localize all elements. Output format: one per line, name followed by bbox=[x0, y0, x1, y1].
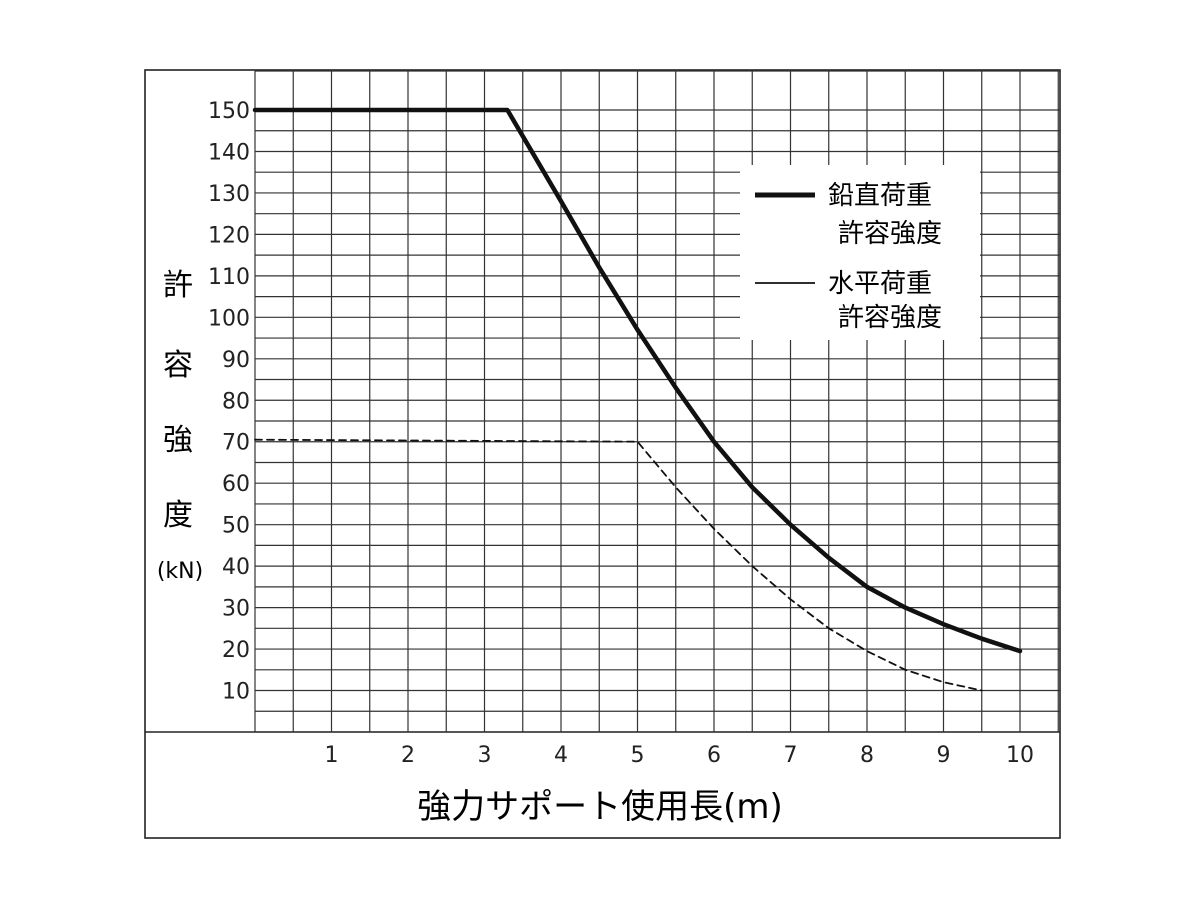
x-ticks: 1 2 3 4 5 6 7 8 9 10 bbox=[325, 743, 1035, 768]
y-axis-label-char: 容 bbox=[163, 348, 193, 383]
y-tick-label: 70 bbox=[222, 431, 250, 456]
y-tick-label: 40 bbox=[222, 555, 250, 580]
series-line-horizontal-load bbox=[254, 438, 983, 692]
x-tick-label: 8 bbox=[860, 743, 874, 768]
x-axis-label: 強力サポート使用長(m) bbox=[417, 787, 783, 827]
y-tick-label: 10 bbox=[222, 680, 250, 705]
y-axis-label-char: 強 bbox=[163, 423, 193, 458]
y-axis-label: 許 容 強 度 (kN) bbox=[157, 268, 203, 584]
x-tick-label: 4 bbox=[554, 743, 568, 768]
y-tick-label: 120 bbox=[208, 223, 250, 248]
x-tick-label: 3 bbox=[478, 743, 492, 768]
series-line-vertical-load bbox=[252, 107, 1023, 654]
y-tick-label: 90 bbox=[222, 348, 250, 373]
series-group bbox=[252, 107, 1023, 692]
legend-label-line: 許容強度 bbox=[838, 219, 942, 249]
legend-label-line: 鉛直荷重 bbox=[828, 181, 932, 211]
y-tick-label: 60 bbox=[222, 472, 250, 497]
legend: 鉛直荷重 許容強度 水平荷重 許容強度 bbox=[740, 165, 980, 340]
y-tick-label: 150 bbox=[208, 99, 250, 124]
y-axis-label-char: 許 bbox=[163, 268, 193, 303]
grid bbox=[254, 70, 1060, 733]
x-tick-label: 10 bbox=[1006, 743, 1034, 768]
y-axis-unit: (kN) bbox=[157, 559, 203, 584]
x-tick-label: 6 bbox=[707, 743, 721, 768]
y-tick-label: 30 bbox=[222, 597, 250, 622]
outer-frame bbox=[144, 69, 1061, 839]
y-tick-label: 110 bbox=[208, 265, 250, 290]
y-axis-label-char: 度 bbox=[163, 498, 193, 533]
x-tick-label: 7 bbox=[784, 743, 798, 768]
legend-label-line: 水平荷重 bbox=[828, 269, 932, 299]
y-tick-label: 20 bbox=[222, 638, 250, 663]
y-tick-label: 140 bbox=[208, 140, 250, 165]
y-tick-label: 50 bbox=[222, 514, 250, 539]
x-tick-label: 1 bbox=[325, 743, 339, 768]
y-tick-label: 100 bbox=[208, 306, 250, 331]
x-tick-label: 5 bbox=[631, 743, 645, 768]
x-tick-label: 2 bbox=[401, 743, 415, 768]
legend-label-line: 許容強度 bbox=[838, 303, 942, 333]
y-tick-label: 130 bbox=[208, 182, 250, 207]
x-tick-label: 9 bbox=[937, 743, 951, 768]
y-ticks: 10 20 30 40 50 60 70 80 90 100 110 120 130 140 150 bbox=[208, 99, 250, 705]
y-tick-label: 80 bbox=[222, 389, 250, 414]
